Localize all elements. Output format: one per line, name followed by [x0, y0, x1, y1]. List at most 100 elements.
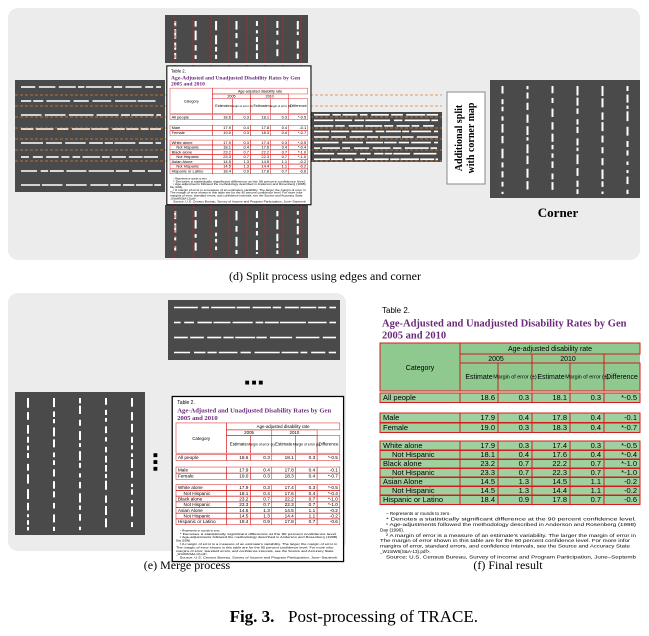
cell-value: -0.6: [299, 168, 307, 173]
cell-value: 17.6: [285, 491, 295, 497]
cell-value: -0.2: [330, 508, 339, 514]
cell-value: 18.1: [480, 450, 495, 459]
cell-value: 0.4: [591, 450, 601, 459]
cell-value: -0.2: [624, 486, 637, 495]
cell-value: -0.2: [330, 513, 339, 519]
cell-value: 14.5: [239, 513, 249, 519]
cell-value: 14.5: [261, 159, 270, 164]
cell-value: 23.2: [239, 496, 249, 502]
cell-value: 1.1: [309, 513, 316, 519]
table: Table 2.Age-Adjusted and Unadjusted Disa…: [166, 65, 312, 206]
cell-value: 1.1: [591, 477, 601, 486]
cell-value: 14.5: [480, 477, 495, 486]
table-heading: 2005 and 2010: [177, 415, 218, 422]
cell-value: 0.7: [519, 459, 529, 468]
table-heading: Age-Adjusted and Unadjusted Disability R…: [177, 407, 331, 414]
row-label: Black alone: [383, 459, 422, 468]
table-note: – Represents or rounds to zero.: [173, 177, 207, 180]
cell-value: -0.2: [299, 164, 306, 169]
cell-value: 18.4: [223, 168, 232, 173]
table-text: Estimate: [230, 442, 248, 447]
cell-value: 18.6: [480, 393, 495, 402]
row-label: White alone: [178, 485, 203, 491]
table: Table 2.Age-Adjusted and Unadjusted Disa…: [171, 395, 345, 563]
cell-value: 17.9: [480, 441, 495, 450]
cell-value: 0.4: [309, 467, 316, 473]
table-text: Margin of error (±): [293, 442, 320, 446]
cell-value: 0.3: [591, 441, 601, 450]
cell-value: 0.3: [243, 130, 249, 135]
cell-value: 17.4: [552, 441, 567, 450]
cell-box: [288, 139, 309, 146]
cell-value: 14.5: [480, 486, 495, 495]
cell-value: 0.7: [309, 502, 316, 508]
cell-value: 17.9: [239, 467, 249, 473]
cell-value: 0.7: [591, 459, 601, 468]
cell-value: 1.1: [591, 486, 601, 495]
table-text: Margin of error (±): [230, 104, 253, 108]
cell-value: 22.2: [552, 459, 567, 468]
row-bg: [380, 441, 640, 451]
cell-value: 0.3: [263, 474, 270, 480]
cell-box: [316, 435, 341, 454]
cell-value: 19.0: [239, 474, 249, 480]
cell-value: 14.5: [239, 508, 249, 514]
table-heading: Age-Adjusted and Unadjusted Disability R…: [382, 318, 627, 329]
cell-value: 0.7: [591, 468, 601, 477]
cell-value: 17.4: [261, 140, 270, 145]
cell-box: [288, 144, 309, 151]
cell-value: 18.3: [285, 474, 295, 480]
cell-box: [603, 494, 641, 505]
table-note: * Denotes a statistically significant di…: [173, 180, 306, 183]
cell-value: *-1.0: [298, 154, 307, 159]
cell-value: 0.3: [519, 423, 529, 432]
corner-label: Corner: [538, 205, 579, 220]
table-text: Estimate: [253, 104, 267, 108]
cell-value: 1.3: [263, 513, 270, 519]
cell-value: 17.9: [239, 485, 249, 491]
table-text: Age-adjusted disability rate: [508, 346, 592, 353]
row-label: Not Hispanic: [184, 513, 211, 519]
cell-box: [288, 168, 309, 174]
row-label: Not Hispanic: [176, 145, 199, 150]
cell-value: -0.2: [299, 159, 306, 164]
cell-value: 14.5: [285, 508, 295, 514]
table: Table 2. Age-Adjusted and Unadjusted Disa…: [379, 306, 641, 559]
cell-value: 0.3: [309, 455, 316, 461]
row-label: Male: [172, 125, 181, 130]
cell-value: 0.3: [519, 393, 529, 402]
cell-value: 18.3: [552, 423, 567, 432]
row-label: Asian Alone: [172, 159, 194, 164]
cell-value: 14.5: [552, 477, 567, 486]
cell-value: 0.4: [282, 130, 288, 135]
cell-value: 0.4: [591, 423, 601, 432]
cell-value: 0.7: [309, 496, 316, 502]
table-text: Table 2.: [382, 306, 410, 315]
cell-box: [288, 125, 309, 131]
cell-value: 1.3: [263, 508, 270, 514]
cell-value: *-1.0: [328, 496, 338, 502]
row-label: Black alone: [172, 149, 193, 154]
table-text: 2005: [227, 95, 235, 99]
cell-value: 1.1: [282, 159, 288, 164]
table-note: ¹ Age-adjustments followed the methodolo…: [173, 183, 306, 186]
row-bg: [380, 393, 640, 403]
cell-value: 17.4: [285, 485, 295, 491]
cell-value: 17.8: [552, 413, 567, 422]
row-label: White alone: [172, 140, 194, 145]
table-note: ² A margin of error is a measure of an e…: [386, 533, 637, 538]
cell-value: *-1.0: [298, 149, 307, 154]
cell-value: 17.8: [285, 519, 295, 525]
cell-value: 14.4: [285, 513, 295, 519]
cell-value: 17.9: [223, 140, 232, 145]
row-label: Male: [178, 467, 189, 473]
row-bg: [380, 459, 640, 469]
table-text: Category: [406, 365, 435, 372]
dots: ■ ■ ■: [245, 378, 264, 387]
table-text: Table 2.: [177, 400, 195, 406]
row-bg: [380, 486, 640, 496]
cell-value: -0.1: [299, 125, 307, 130]
row-label: Not Hispanic: [184, 502, 211, 508]
table-note: margins of error, standard errors, and c…: [176, 549, 334, 553]
cell-value: 0.4: [309, 474, 316, 480]
